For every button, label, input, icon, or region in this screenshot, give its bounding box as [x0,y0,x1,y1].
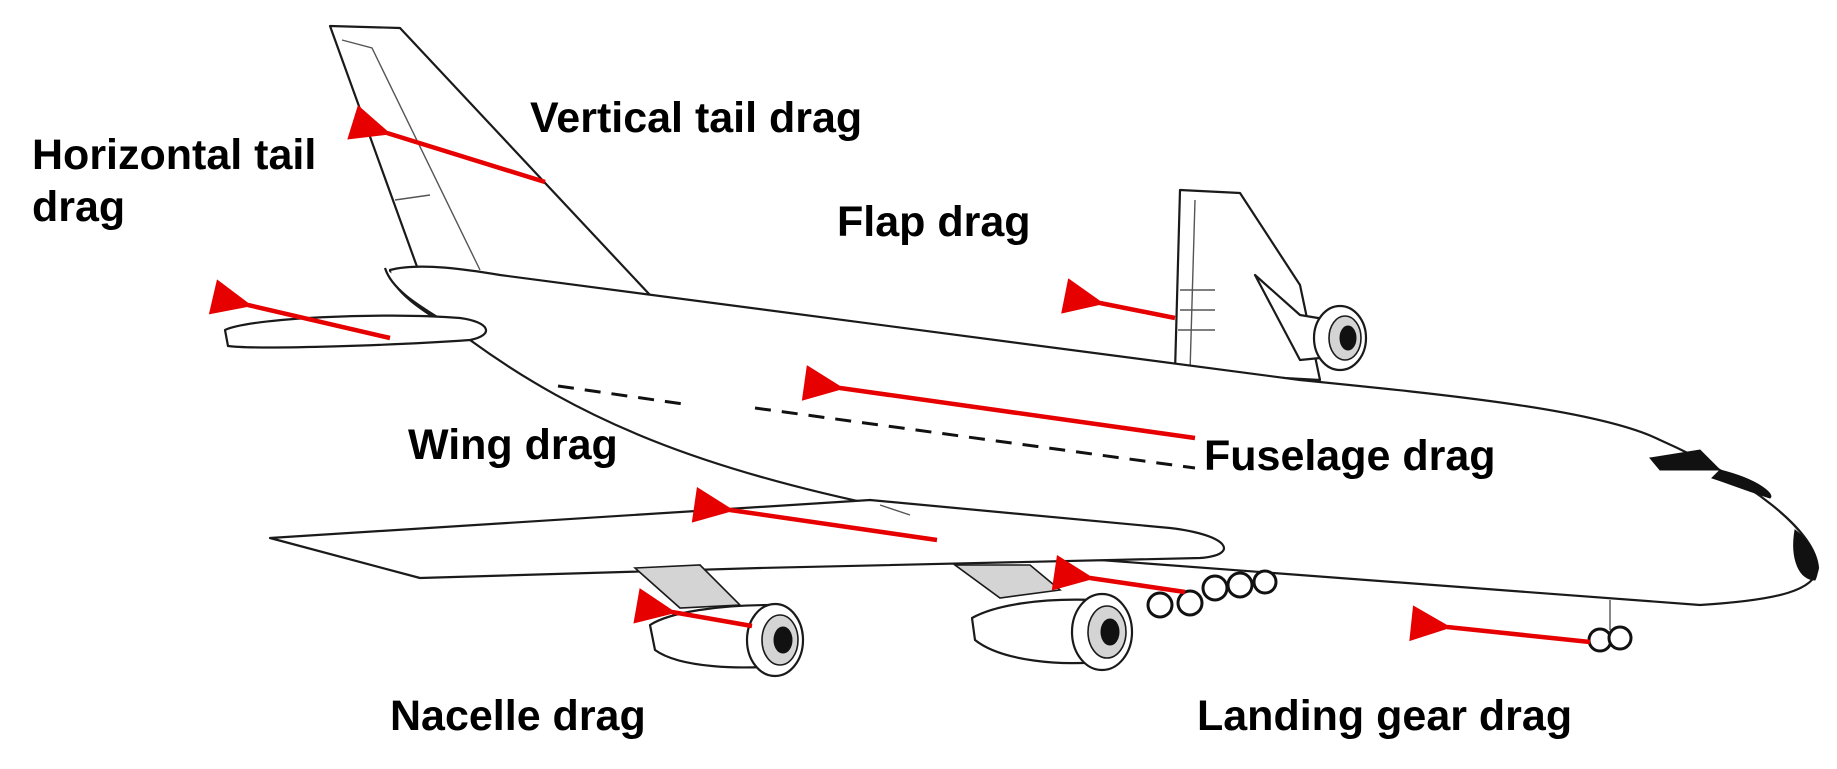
near-wing [268,498,1226,580]
flap-drag-label: Flap drag [837,198,1031,246]
drag-arrows [208,105,1591,645]
fuselage-arrow [801,365,1196,441]
landing-gear-arrow-nose [1409,605,1591,645]
horizontal-tail-arrow [208,279,391,341]
landing-gear-drag-label: Landing gear drag [1197,692,1573,740]
nacelles [632,564,1134,678]
vertical-tail-drag-label: Vertical tail drag [530,94,863,142]
flap-arrow [1061,278,1176,321]
far-wing [1173,188,1368,382]
nacelle-arrow [633,588,753,629]
fuselage-drag-label: Fuselage drag [1204,432,1496,480]
landing-gear-arrow-main [1051,554,1186,595]
wing-arrow [691,487,938,543]
wing-dashed-lines [557,384,1196,470]
horizontal-tail-drag-label: Horizontal tail drag [32,131,317,231]
wing-drag-label: Wing drag [408,421,618,469]
vertical-tail-arrow [347,105,546,185]
vertical-tail [328,24,652,297]
nacelle-drag-label: Nacelle drag [390,692,646,740]
